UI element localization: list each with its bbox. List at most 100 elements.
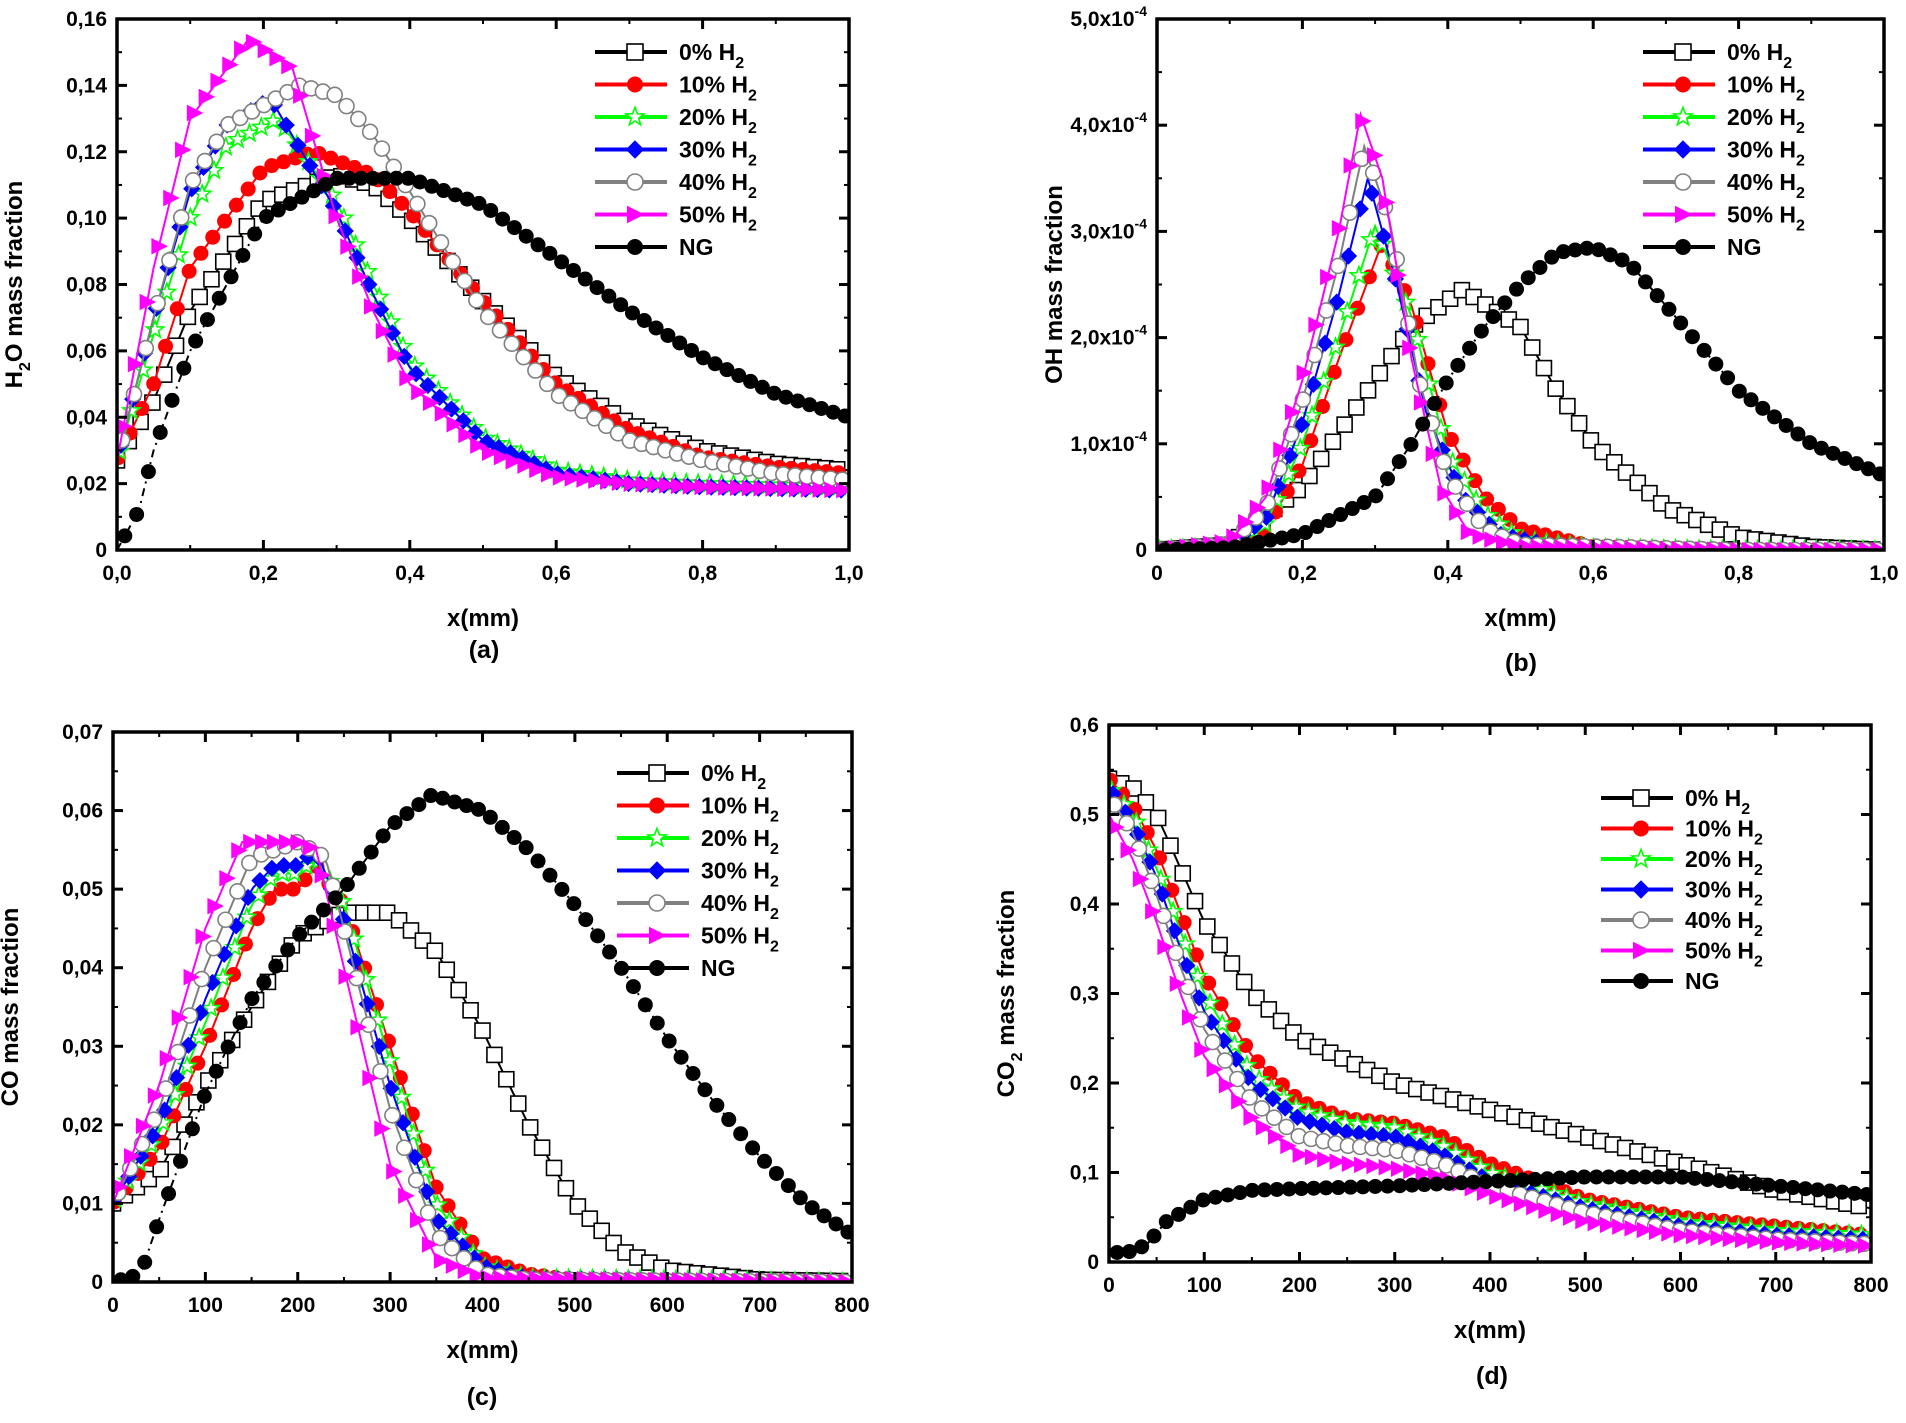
y-tick-label: 0,16 bbox=[66, 8, 107, 31]
legend-entry: NG bbox=[1643, 234, 1762, 260]
data-point bbox=[1784, 1234, 1801, 1252]
data-point bbox=[694, 478, 712, 496]
data-point bbox=[167, 1069, 186, 1087]
data-point bbox=[235, 247, 251, 263]
data-point bbox=[1343, 157, 1361, 174]
data-point bbox=[1810, 1182, 1826, 1198]
data-point bbox=[1724, 1174, 1740, 1190]
data-point bbox=[1402, 339, 1419, 357]
data-point bbox=[447, 187, 463, 203]
data-point bbox=[685, 1065, 701, 1081]
data-point bbox=[410, 1211, 427, 1229]
data-point bbox=[202, 1027, 218, 1043]
series-ng bbox=[113, 788, 852, 1282]
data-point bbox=[483, 203, 499, 219]
data-point bbox=[1471, 1149, 1487, 1165]
data-point bbox=[362, 1069, 379, 1087]
data-point bbox=[1404, 1177, 1420, 1193]
legend-entry: 30% H2 bbox=[595, 137, 757, 170]
legend-entry: 30% H2 bbox=[1601, 877, 1763, 910]
data-point bbox=[1296, 364, 1314, 382]
data-point bbox=[304, 914, 320, 930]
data-point bbox=[777, 480, 794, 498]
data-point bbox=[1441, 1175, 1457, 1191]
legend-label: NG bbox=[1685, 968, 1720, 994]
data-point bbox=[1291, 463, 1307, 479]
data-point bbox=[836, 481, 849, 499]
chart-b: 0 0,2 0,4 0,6 0,8 1,0 0 1,0x10-4 2,0x10-4 3,0x10-… bbox=[1041, 3, 1899, 677]
data-point bbox=[208, 133, 225, 151]
data-point bbox=[1280, 1137, 1297, 1155]
data-point bbox=[542, 245, 558, 261]
data-point bbox=[409, 195, 426, 213]
data-point bbox=[278, 833, 296, 851]
legend-entry: 40% H2 bbox=[1601, 907, 1763, 940]
data-point bbox=[232, 1015, 248, 1031]
data-point bbox=[1362, 1125, 1380, 1144]
data-point bbox=[1808, 1235, 1826, 1253]
series-ng bbox=[1109, 1169, 1871, 1260]
data-point bbox=[1547, 380, 1564, 397]
x-tick-label: 200 bbox=[280, 1294, 315, 1317]
data-point bbox=[1483, 1156, 1499, 1172]
data-point bbox=[1626, 260, 1642, 276]
data-point bbox=[134, 400, 150, 416]
data-point bbox=[457, 1262, 475, 1279]
data-point bbox=[117, 528, 133, 544]
data-point bbox=[1833, 1236, 1850, 1254]
data-point bbox=[1390, 1160, 1408, 1177]
data-point bbox=[1759, 1233, 1777, 1250]
data-point bbox=[269, 49, 286, 67]
data-point bbox=[419, 376, 437, 395]
data-point bbox=[228, 197, 244, 213]
data-point bbox=[217, 213, 233, 229]
legend-label: 40% H2 bbox=[679, 169, 757, 202]
data-point bbox=[661, 1033, 677, 1049]
y-tick-label: 0,03 bbox=[62, 1035, 103, 1058]
data-point bbox=[293, 87, 310, 104]
data-point bbox=[1109, 796, 1123, 814]
legend-label: 20% H2 bbox=[701, 825, 779, 858]
legend-entry: 10% H2 bbox=[1643, 72, 1805, 105]
legend-label: 30% H2 bbox=[679, 137, 757, 170]
data-point bbox=[1673, 1226, 1691, 1244]
data-point bbox=[135, 1117, 153, 1135]
data-point bbox=[733, 1126, 749, 1142]
data-point bbox=[186, 104, 204, 122]
data-point bbox=[341, 170, 357, 186]
data-point bbox=[363, 298, 381, 315]
data-point bbox=[1206, 1060, 1224, 1078]
legend-label: 40% H2 bbox=[1727, 169, 1805, 202]
data-point bbox=[1743, 392, 1759, 408]
data-point bbox=[459, 191, 475, 207]
series-50-h2 bbox=[117, 33, 849, 499]
data-point bbox=[1354, 1156, 1371, 1174]
data-point bbox=[1698, 1228, 1715, 1246]
y-tick-label: 0,2 bbox=[1070, 1072, 1099, 1095]
data-point bbox=[334, 910, 353, 928]
data-point bbox=[1297, 525, 1313, 541]
legend-label: 50% H2 bbox=[1685, 938, 1763, 971]
x-tick-label: 500 bbox=[557, 1294, 592, 1317]
data-point bbox=[623, 475, 641, 492]
data-point bbox=[1513, 1195, 1531, 1212]
data-point bbox=[1366, 1157, 1383, 1175]
data-point bbox=[1822, 1183, 1838, 1199]
series-line bbox=[117, 177, 849, 550]
data-point bbox=[323, 150, 339, 166]
data-point bbox=[231, 842, 248, 859]
data-point bbox=[1231, 1093, 1248, 1110]
data-point bbox=[613, 297, 629, 313]
data-point bbox=[294, 189, 310, 205]
data-point bbox=[446, 415, 464, 433]
data-point bbox=[635, 475, 652, 493]
data-point bbox=[517, 457, 534, 474]
legend-entry: 20% H2 bbox=[595, 104, 757, 137]
data-point bbox=[495, 211, 511, 227]
legend-marker bbox=[1633, 820, 1649, 837]
data-point bbox=[1238, 513, 1255, 531]
data-point bbox=[1249, 499, 1267, 516]
data-point bbox=[1446, 1136, 1462, 1152]
data-point bbox=[193, 245, 209, 261]
